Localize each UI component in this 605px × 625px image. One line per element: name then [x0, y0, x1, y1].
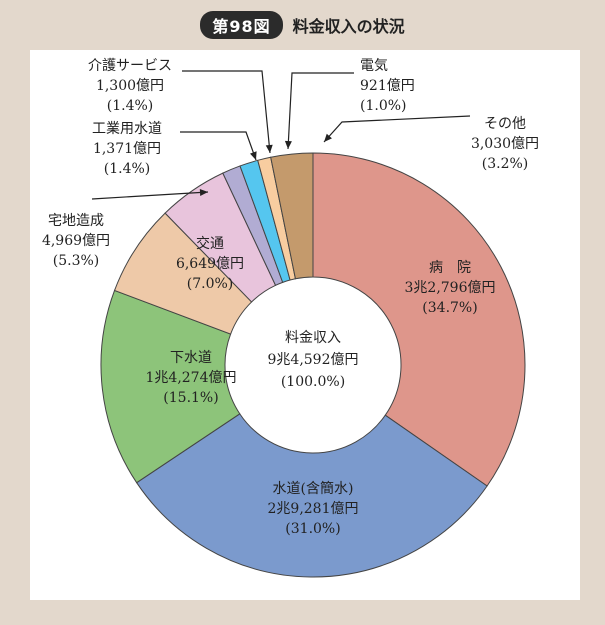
center-label-percent: (100.0%) [281, 374, 345, 390]
leader-arrow-6 [250, 151, 257, 160]
slice-8-percent-label: (1.0%) [360, 98, 407, 114]
slice-3-percent-label: (15.1%) [163, 390, 218, 406]
chart-title: 料金収入の状況 [292, 17, 405, 36]
slice-9-name-label: その他 [484, 116, 526, 132]
slice-1-percent-label: (34.7%) [422, 300, 477, 316]
slice-7-name-label: 介護サービス [88, 58, 172, 74]
figure-number-badge: 第98図 [200, 11, 283, 39]
leader-lines [91, 70, 471, 200]
slice-5-amount-label: 4,969億円 [42, 233, 110, 249]
slice-8-name-label: 電気 [360, 58, 388, 74]
slice-2 [135, 413, 488, 578]
leader-arrow-5 [199, 188, 208, 196]
slice-3-amount-label: 1兆4,274億円 [146, 370, 237, 386]
donut-slices [100, 152, 526, 578]
center-label-amount: 9兆4,592億円 [268, 352, 359, 368]
slice-2-name-label: 水道(含簡水) [273, 481, 354, 497]
slice-5-percent-label: (5.3%) [53, 253, 100, 269]
slice-9-percent-label: (3.2%) [482, 156, 529, 172]
slice-4-name-label: 交通 [196, 235, 224, 252]
figure-header: 第98図 料金収入の状況 [0, 11, 605, 39]
leader-arrow-7 [265, 144, 273, 153]
slice-8-amount-label: 921億円 [360, 78, 415, 94]
leader-arrow-8 [284, 140, 292, 149]
leader-line-5 [91, 191, 209, 200]
leader-arrow-9 [324, 133, 332, 142]
slice-labels: 病 院 3兆2,796億円 (34.7%) 水道(含簡水) 2兆9,281億円 (31.0… [42, 58, 539, 537]
leader-line-6 [180, 131, 257, 161]
slice-2-percent-label: (31.0%) [285, 521, 340, 537]
leader-line-7 [182, 70, 271, 154]
leader-line-8 [287, 72, 354, 150]
slice-5-name-label: 宅地造成 [48, 213, 104, 229]
slice-3 [100, 289, 241, 484]
chart-panel: 病 院 3兆2,796億円 (34.7%) 水道(含簡水) 2兆9,281億円 (31.0… [30, 50, 580, 600]
slice-7-amount-label: 1,300億円 [96, 78, 164, 94]
slice-1-amount-label: 3兆2,796億円 [405, 280, 496, 296]
center-label: 料金収入 9兆4,592億円 (100.0%) [268, 330, 359, 390]
slice-4-amount-label: 6,649億円 [176, 256, 244, 272]
center-label-name: 料金収入 [285, 330, 341, 346]
slice-7-percent-label: (1.4%) [107, 98, 154, 114]
slice-3-name-label: 下水道 [170, 350, 212, 366]
slice-6-percent-label: (1.4%) [104, 161, 151, 177]
slice-4-percent-label: (7.0%) [187, 276, 234, 292]
slice-6-name-label: 工業用水道 [92, 121, 162, 137]
slice-1 [312, 152, 526, 487]
donut-chart: 病 院 3兆2,796億円 (34.7%) 水道(含簡水) 2兆9,281億円 (31.0… [42, 58, 539, 578]
slice-9 [270, 152, 314, 280]
slice-2-amount-label: 2兆9,281億円 [268, 501, 359, 517]
slice-1-name-label: 病 院 [429, 260, 471, 276]
leader-line-9 [323, 115, 471, 143]
slice-6-amount-label: 1,371億円 [93, 141, 161, 157]
slice-9-amount-label: 3,030億円 [471, 136, 539, 152]
